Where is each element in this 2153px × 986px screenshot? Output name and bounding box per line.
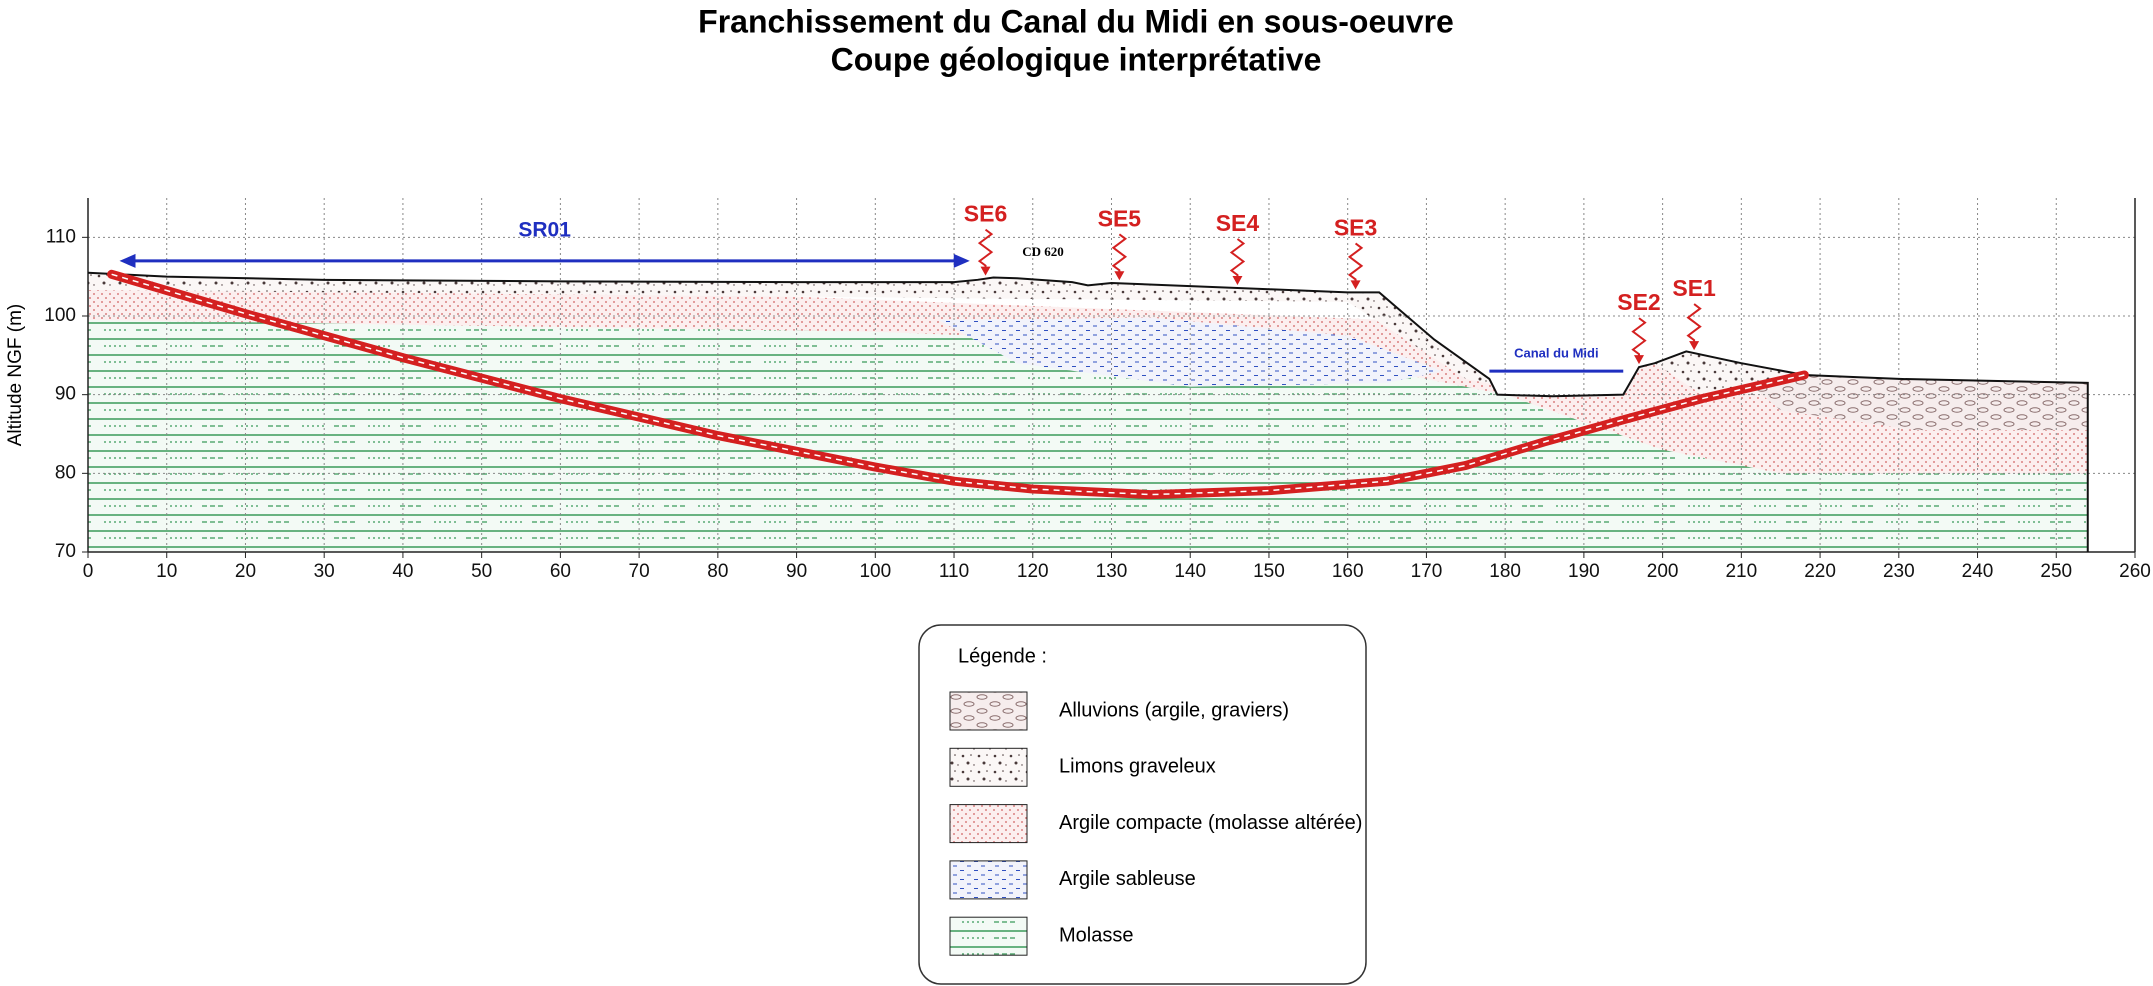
- tunnel-axis: [111, 273, 1805, 496]
- y-tick-label: 90: [55, 384, 76, 405]
- borehole-marker: [1111, 233, 1128, 277]
- x-tick-label: 160: [1332, 561, 1364, 582]
- x-tick-label: 140: [1174, 561, 1206, 582]
- legend-swatch: [949, 747, 1028, 787]
- borehole-arrowhead: [1232, 275, 1243, 285]
- x-tick-label: 30: [314, 561, 335, 582]
- x-tick-label: 220: [1804, 561, 1836, 582]
- sr01-label: SR01: [518, 218, 571, 241]
- borehole-arrowhead: [980, 266, 991, 276]
- x-tick-label: 170: [1411, 561, 1443, 582]
- x-tick-label: 180: [1489, 561, 1521, 582]
- legend-swatch: [949, 691, 1028, 731]
- x-tick-label: 120: [1017, 561, 1049, 582]
- x-tick-label: 130: [1096, 561, 1128, 582]
- layer-area: [88, 272, 1506, 387]
- borehole-arrowhead: [1350, 280, 1361, 290]
- borehole-label: SE5: [1098, 205, 1142, 231]
- x-tick-label: 70: [629, 561, 650, 582]
- sr01-head: [953, 253, 970, 268]
- borehole-arrowhead: [1633, 355, 1644, 365]
- legend-label: Argile compacte (molasse altérée): [1059, 812, 1362, 834]
- legend-title: Légende :: [958, 645, 1047, 667]
- x-tick-label: 260: [2119, 561, 2151, 582]
- layers: [88, 272, 2088, 552]
- legend-label: Argile sableuse: [1059, 868, 1196, 890]
- x-tick-label: 110: [939, 561, 969, 582]
- x-tick-label: 190: [1568, 561, 1600, 582]
- chart-subtitle: Coupe géologique interprétative: [831, 41, 1322, 77]
- x-tick-label: 200: [1647, 561, 1679, 582]
- x-tick-label: 50: [471, 561, 492, 582]
- y-tick-label: 70: [55, 541, 76, 562]
- y-tick-label: 100: [44, 305, 76, 326]
- y-tick-label: 110: [46, 226, 76, 247]
- borehole-label: SE6: [964, 201, 1007, 227]
- legend-swatch: [949, 860, 1028, 900]
- legend-box: [918, 624, 1367, 985]
- borehole-arrowhead: [1114, 271, 1125, 281]
- ground-surface: [87, 271, 2089, 552]
- borehole-label: SE2: [1617, 289, 1660, 315]
- x-tick-label: 10: [156, 561, 177, 582]
- legend-label: Alluvions (argile, graviers): [1059, 699, 1289, 721]
- sr01-head: [119, 253, 136, 268]
- legend-label: Limons graveleux: [1059, 756, 1216, 778]
- legend-swatch: [949, 916, 1028, 956]
- chart-title: Franchissement du Canal du Midi en sous-…: [698, 3, 1454, 39]
- x-tick-label: 20: [235, 561, 256, 582]
- borehole-label: SE1: [1672, 275, 1716, 301]
- borehole-marker: [1347, 242, 1364, 286]
- borehole-label: SE3: [1334, 214, 1377, 240]
- x-tick-label: 150: [1253, 561, 1285, 582]
- x-tick-label: 210: [1725, 561, 1757, 582]
- plot: 70 80 90 100 110 0 10 20 30 40 50 60 70 80 90 100 110 120…: [44, 198, 2151, 582]
- layer-area: [938, 317, 1443, 387]
- x-tick-label: 240: [1962, 561, 1994, 582]
- borehole-marker: [1229, 238, 1246, 281]
- x-tick-label: 60: [550, 561, 571, 582]
- borehole-marker: [1686, 303, 1702, 347]
- legend-swatch: [949, 804, 1028, 844]
- legend: Alluvions (argile, graviers) Limons grave…: [949, 691, 1362, 956]
- layer-area: [88, 319, 2088, 552]
- y-tick-label: 80: [55, 462, 76, 483]
- x-tick-label: 100: [859, 561, 891, 582]
- borehole-arrowhead: [1689, 341, 1700, 351]
- borehole-label: SE4: [1216, 210, 1260, 236]
- x-tick-label: 40: [392, 561, 413, 582]
- x-tick-label: 0: [83, 561, 94, 582]
- x-tick-label: 90: [786, 561, 807, 582]
- x-tick-label: 80: [707, 561, 728, 582]
- borehole-marker: [977, 228, 994, 272]
- canal-label: Canal du Midi: [1514, 346, 1599, 361]
- x-tick-label: 230: [1883, 561, 1915, 582]
- road-label: CD 620: [1022, 244, 1064, 259]
- layer-area: [1757, 371, 2088, 431]
- legend-label: Molasse: [1059, 924, 1133, 946]
- y-axis-label: Altitude NGF (m): [5, 304, 26, 447]
- x-tick-label: 250: [2040, 561, 2072, 582]
- borehole-marker: [1631, 317, 1647, 361]
